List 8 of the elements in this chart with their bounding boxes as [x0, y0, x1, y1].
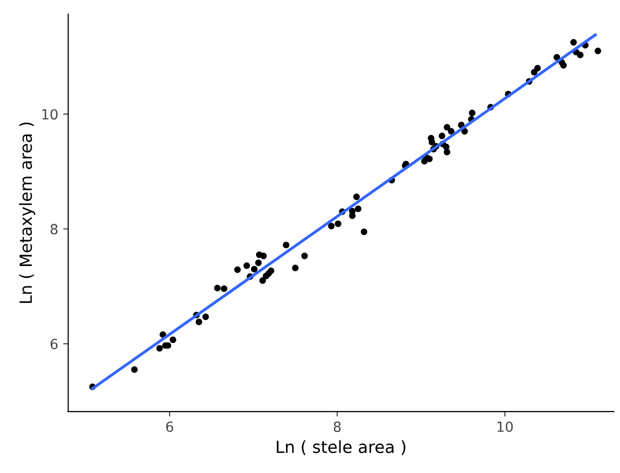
- y-axis-title: Ln ( Metaxylem area ): [19, 122, 36, 303]
- y-tick-label: 10: [42, 109, 58, 120]
- x-axis-title: Ln ( stele area ): [276, 440, 406, 456]
- y-tick-label: 8: [50, 224, 58, 234]
- x-tick-label: 8: [334, 421, 341, 432]
- x-tick-label: 10: [498, 421, 513, 432]
- y-tick-label: 6: [50, 338, 58, 350]
- x-tick-label: 6: [166, 421, 174, 432]
